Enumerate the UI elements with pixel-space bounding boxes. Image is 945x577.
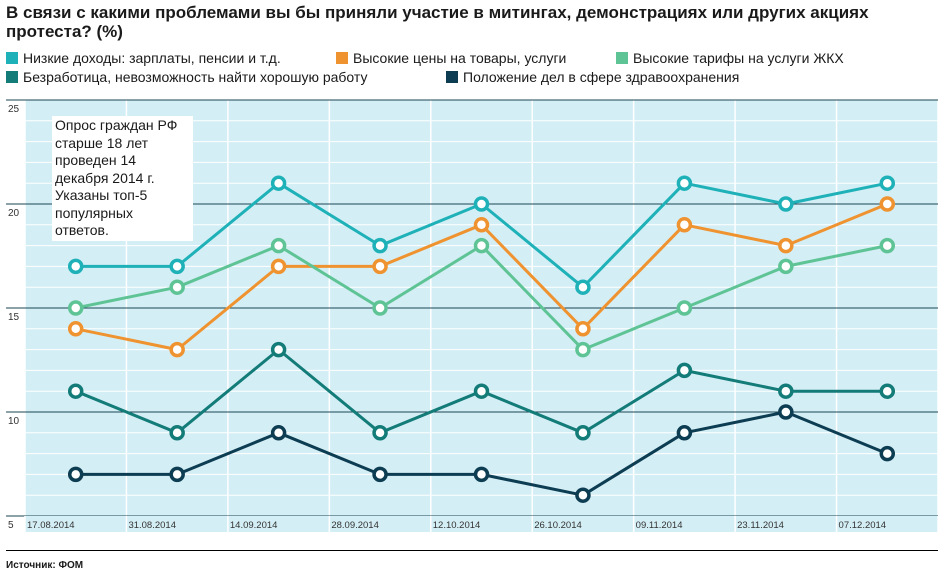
y-tick-label: 10 (8, 416, 20, 427)
line-chart: 25 20 15 10 5 17.08.2014 31.08.2014 14.09.2014 2… (6, 99, 939, 532)
legend-swatch (616, 52, 628, 64)
x-tick-label: 14.09.2014 (230, 520, 278, 531)
data-point (473, 217, 490, 233)
data-point (473, 383, 490, 399)
data-point (778, 383, 794, 399)
data-point (67, 258, 84, 275)
legend-swatch (6, 71, 18, 83)
data-point (575, 341, 591, 358)
data-point (372, 425, 388, 441)
data-point (473, 196, 490, 212)
data-point (575, 279, 591, 295)
data-point (676, 300, 693, 316)
data-point (676, 425, 693, 441)
data-point (879, 196, 896, 212)
data-point (67, 321, 84, 337)
data-point (67, 300, 84, 316)
data-point (676, 362, 693, 379)
legend-item: Высокие тарифы на услуги ЖКХ (616, 48, 844, 68)
x-tick-label: 17.08.2014 (27, 520, 75, 531)
survey-note: Опрос граждан РФ старше 18 лет проведен … (52, 116, 193, 241)
data-point (879, 237, 896, 254)
x-tick-label: 28.09.2014 (331, 520, 379, 531)
y-tick-label: 5 (8, 520, 14, 531)
source-label: Источник: ФОМ (6, 560, 84, 571)
data-point (778, 196, 794, 212)
footer-rule (6, 550, 938, 551)
data-point (473, 237, 490, 254)
data-point (169, 258, 185, 275)
data-point (473, 466, 490, 483)
data-point (879, 383, 896, 399)
x-tick-label: 07.12.2014 (839, 520, 887, 531)
data-point (879, 445, 896, 462)
data-point (67, 466, 84, 483)
data-point (169, 341, 185, 358)
legend-swatch (6, 52, 18, 64)
legend-label: Низкие доходы: зарплаты, пенсии и т.д. (23, 50, 281, 66)
data-point (372, 300, 388, 316)
data-point (575, 487, 591, 503)
x-tick-label: 31.08.2014 (128, 520, 176, 531)
x-tick-label: 12.10.2014 (433, 520, 481, 531)
data-point (67, 383, 84, 399)
data-point (169, 279, 185, 295)
data-point (169, 425, 185, 441)
data-point (676, 217, 693, 233)
legend-item: Высокие цены на товары, услуги (336, 48, 566, 68)
x-axis-band (25, 516, 938, 532)
legend-label: Высокие тарифы на услуги ЖКХ (633, 50, 844, 66)
data-point (778, 404, 794, 420)
y-tick-label: 15 (8, 312, 20, 323)
data-point (270, 237, 287, 254)
x-tick-label: 26.10.2014 (534, 520, 582, 531)
data-point (270, 425, 287, 441)
data-point (372, 466, 388, 483)
data-point (372, 237, 388, 254)
data-point (575, 425, 591, 441)
data-point (270, 341, 287, 358)
y-tick-label: 20 (8, 208, 20, 219)
data-point (676, 175, 693, 191)
x-tick-label: 09.11.2014 (636, 520, 683, 531)
y-tick-label: 25 (8, 104, 20, 115)
data-point (778, 258, 794, 275)
data-point (778, 237, 794, 254)
data-point (575, 321, 591, 337)
legend-item: Положение дел в сфере здравоохранения (446, 67, 739, 87)
data-point (169, 466, 185, 483)
x-tick-label: 23.11.2014 (737, 520, 784, 531)
legend-label: Высокие цены на товары, услуги (353, 50, 567, 66)
legend-item: Низкие доходы: зарплаты, пенсии и т.д. (6, 48, 281, 68)
legend-label: Положение дел в сфере здравоохранения (463, 69, 740, 85)
data-point (372, 258, 388, 275)
legend-item: Безработица, невозможность найти хорошую… (6, 67, 367, 87)
legend-swatch (336, 52, 348, 64)
legend-swatch (446, 71, 458, 83)
data-point (270, 175, 287, 191)
data-point (270, 258, 287, 275)
data-point (879, 175, 896, 191)
legend-label: Безработица, невозможность найти хорошую… (23, 69, 368, 85)
chart-title: В связи с какими проблемами вы бы принял… (6, 3, 869, 41)
